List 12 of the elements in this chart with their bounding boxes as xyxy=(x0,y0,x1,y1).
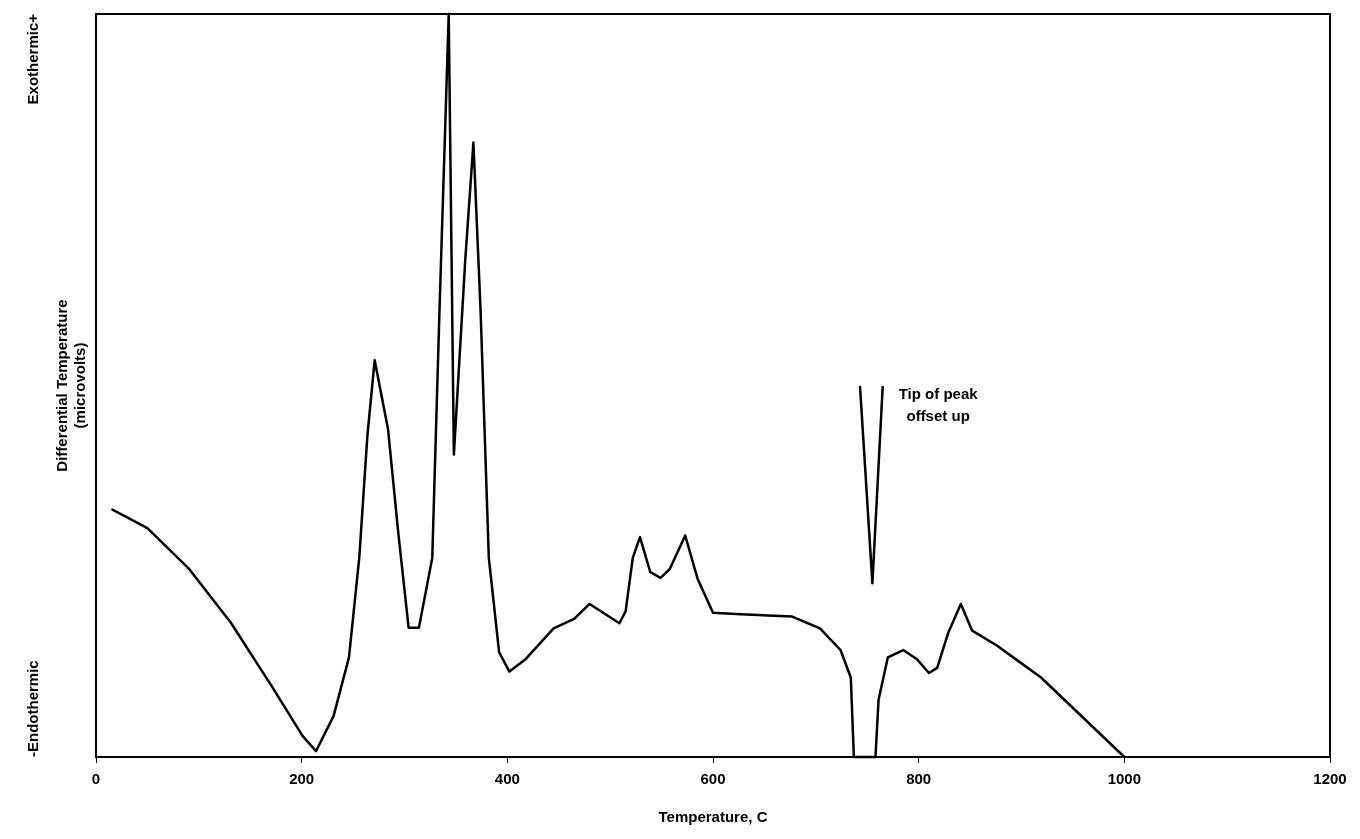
x-axis-title: Temperature, C xyxy=(658,808,768,826)
text: Exothermic+ xyxy=(24,13,42,105)
x-tick-label: 800 xyxy=(906,770,932,788)
x-tick-label: 200 xyxy=(289,770,315,788)
x-tick-label: 400 xyxy=(494,770,520,788)
text: -Endothermic xyxy=(24,660,42,757)
x-tick-label: 1000 xyxy=(1107,770,1142,788)
x-tick-label: 600 xyxy=(700,770,726,788)
x-tick-label: 0 xyxy=(91,770,101,788)
y-axis-title: Differential Temperature (microvolts) xyxy=(53,299,89,472)
x-tick-label: 1200 xyxy=(1313,770,1347,788)
annotation: Tip of peak offset up xyxy=(898,384,979,424)
